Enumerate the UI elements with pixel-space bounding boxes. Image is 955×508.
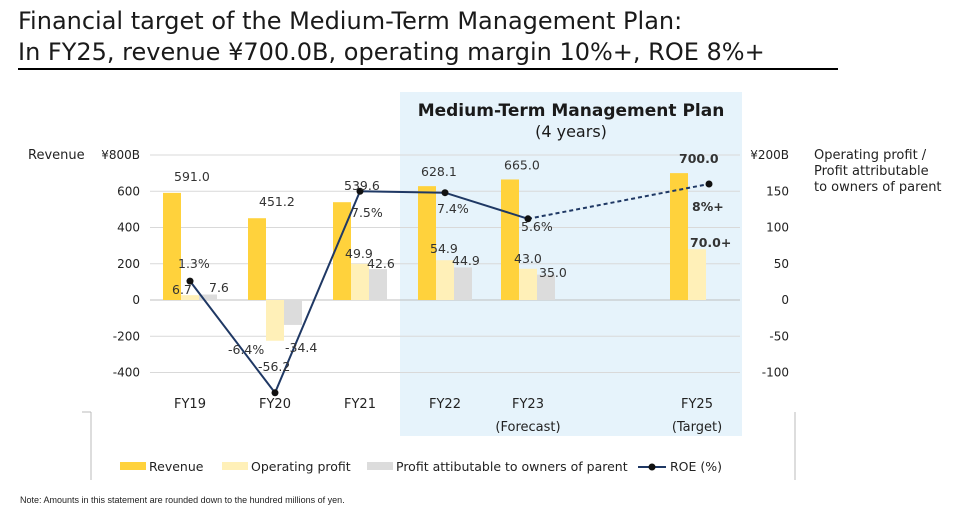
- roe-line-forecast: [527, 183, 710, 220]
- bar-revenue: [163, 192, 181, 300]
- left-axis-title: Revenue: [28, 148, 85, 163]
- category-sublabel: (Target): [672, 420, 722, 435]
- bar-operating: [688, 249, 706, 300]
- legend-swatch-operating-profit: [222, 462, 248, 470]
- roe-label: -6.4%: [228, 342, 264, 357]
- legend-marker-roe: [648, 463, 656, 471]
- roe-point: [271, 389, 279, 397]
- revenue-label: 451.2: [259, 194, 295, 209]
- revenue-label: 591.0: [174, 169, 210, 184]
- legend-label-profit-attributable: Profit attibutable to owners of parent: [396, 459, 628, 474]
- left-tick-label: 0: [132, 293, 140, 307]
- plan-title: Medium-Term Management Plan: [418, 101, 725, 121]
- category-label: FY20: [259, 397, 291, 412]
- legend-swatch-revenue: [120, 462, 146, 470]
- roe-point: [524, 215, 532, 223]
- plan-subtitle: (4 years): [535, 122, 607, 141]
- left-tick-label: -400: [113, 366, 140, 380]
- left-tick-label: 200: [117, 257, 140, 271]
- roe-label: 5.6%: [521, 219, 553, 234]
- bars: [163, 173, 706, 341]
- bar-profit: [199, 294, 217, 300]
- profit-attributable-label: 44.9: [452, 253, 480, 268]
- profit-attributable-label: 42.6: [367, 256, 395, 271]
- right-axis-title-line: Profit attributable: [814, 164, 929, 179]
- legend-label-roe: ROE (%): [670, 459, 722, 474]
- roe-point: [186, 277, 194, 285]
- data-labels: 591.0 451.2 539.6 628.1 665.0 700.0 6.7 -56.2 49…: [172, 151, 731, 374]
- revenue-label: 665.0: [504, 157, 540, 172]
- revenue-label: 628.1: [421, 164, 457, 179]
- bar-profit: [537, 274, 555, 300]
- right-tick-label: 50: [774, 257, 789, 271]
- profit-attributable-label: 7.6: [209, 280, 229, 295]
- bar-revenue: [670, 173, 688, 300]
- left-tick-label: 600: [117, 184, 140, 198]
- right-tick-label: 100: [766, 221, 789, 235]
- revenue-label: 700.0: [679, 151, 719, 166]
- bar-revenue: [418, 186, 436, 300]
- roe-label: 8%+: [692, 199, 724, 214]
- bar-operating: [519, 268, 537, 300]
- revenue-label: 539.6: [344, 178, 380, 193]
- footnote: Note: Amounts in this statement are roun…: [20, 495, 345, 505]
- operating-profit-label: 43.0: [514, 251, 542, 266]
- roe-line: [186, 180, 713, 397]
- roe-point: [441, 189, 449, 197]
- operating-profit-label: -56.2: [258, 359, 290, 374]
- category-label: FY22: [429, 397, 461, 412]
- bar-operating: [181, 295, 199, 300]
- left-tick-label: ¥800B: [101, 148, 140, 162]
- bar-revenue: [333, 202, 351, 300]
- bar-revenue: [501, 179, 519, 300]
- axes: ¥800B 600 400 200 0 -200 -400 Revenue ¥200B 150 10…: [28, 148, 942, 435]
- category-sublabel: (Forecast): [495, 420, 560, 435]
- bar-operating: [436, 260, 454, 300]
- bar-operating: [351, 263, 369, 300]
- operating-profit-label: 6.7: [172, 282, 192, 297]
- bar-profit: [369, 269, 387, 300]
- right-axis-title-line: to owners of parent: [814, 180, 942, 195]
- roe-point: [356, 187, 364, 195]
- roe-label: 7.4%: [437, 201, 469, 216]
- right-tick-label: 150: [766, 184, 789, 198]
- bar-profit: [454, 267, 472, 300]
- right-tick-label: 0: [781, 293, 789, 307]
- roe-label: 7.5%: [351, 205, 383, 220]
- legend: Revenue Operating profit Profit attibutabl…: [120, 459, 722, 474]
- operating-profit-label: 49.9: [345, 246, 373, 261]
- roe-point: [705, 180, 713, 188]
- chart-frame: [82, 411, 796, 480]
- title-underline: [18, 68, 838, 70]
- operating-profit-label: 70.0+: [690, 235, 731, 250]
- bar-revenue: [248, 218, 266, 300]
- category-label: FY19: [174, 397, 206, 412]
- legend-label-operating-profit: Operating profit: [251, 459, 351, 474]
- title-line-1: Financial target of the Medium-Term Mana…: [18, 7, 683, 35]
- right-axis-title-line: Operating profit /: [814, 148, 927, 163]
- left-tick-label: -200: [113, 329, 140, 343]
- category-label: FY23: [512, 397, 544, 412]
- title-line-2: In FY25, revenue ¥700.0B, operating marg…: [18, 38, 765, 66]
- profit-attributable-label: 35.0: [539, 265, 567, 280]
- bar-profit: [284, 300, 302, 325]
- category-label: FY21: [344, 397, 376, 412]
- legend-label-revenue: Revenue: [149, 459, 204, 474]
- right-tick-label: ¥200B: [750, 148, 789, 162]
- right-tick-label: -100: [762, 366, 789, 380]
- right-tick-label: -50: [769, 329, 789, 343]
- category-label: FY25: [681, 397, 713, 412]
- profit-attributable-label: -34.4: [285, 340, 317, 355]
- left-tick-label: 400: [117, 221, 140, 235]
- legend-swatch-profit-attributable: [367, 462, 393, 470]
- operating-profit-label: 54.9: [430, 241, 458, 256]
- bar-operating: [266, 300, 284, 341]
- roe-label: 1.3%: [178, 256, 210, 271]
